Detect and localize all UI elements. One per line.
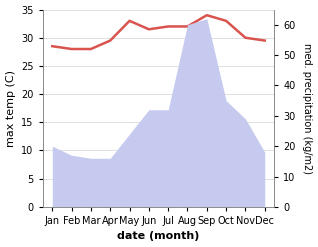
Y-axis label: med. precipitation (kg/m2): med. precipitation (kg/m2) [302,43,313,174]
X-axis label: date (month): date (month) [117,231,200,242]
Y-axis label: max temp (C): max temp (C) [5,70,16,147]
